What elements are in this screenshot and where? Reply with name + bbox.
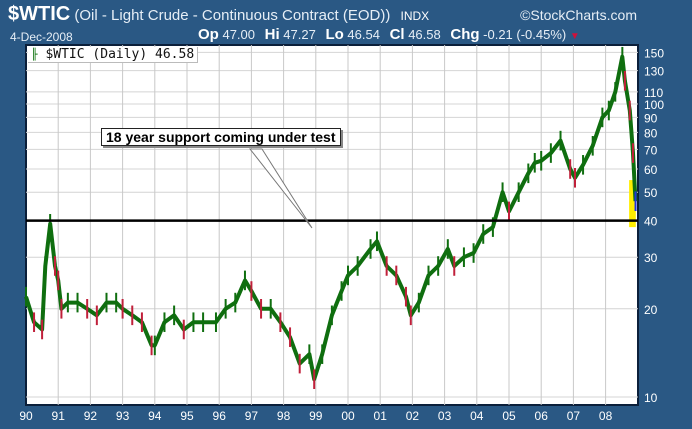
- open-value: 47.00: [222, 27, 256, 42]
- x-tick-label: 97: [245, 409, 259, 423]
- symbol: $WTIC: [8, 3, 71, 25]
- brand-link[interactable]: ©StockCharts.com: [520, 7, 637, 23]
- y-tick-label: 30: [644, 251, 658, 265]
- plot-area: [25, 44, 639, 406]
- x-tick-label: 04: [470, 409, 484, 423]
- x-tick-label: 95: [180, 409, 194, 423]
- quote-summary: Op 47.00 Hi 47.27 Lo 46.54 Cl 46.58 Chg …: [192, 26, 580, 43]
- open-label: Op: [198, 26, 219, 43]
- y-tick-label: 20: [644, 303, 658, 317]
- x-tick-label: 99: [309, 409, 323, 423]
- y-tick-label: 150: [644, 46, 664, 60]
- x-tick-label: 06: [535, 409, 549, 423]
- high-value: 47.27: [283, 27, 316, 42]
- y-tick-label: 10: [644, 391, 658, 405]
- chart-legend: ╟ $WTIC (Daily) 46.58: [28, 47, 199, 63]
- close-label: Cl: [389, 26, 405, 43]
- low-label: Lo: [325, 26, 344, 43]
- x-tick-label: 93: [116, 409, 130, 423]
- x-tick-label: 91: [52, 409, 66, 423]
- y-tick-label: 60: [644, 163, 658, 177]
- y-tick-label: 90: [644, 111, 658, 125]
- annotation-pointer: [248, 148, 313, 229]
- quote-date: 4-Dec-2008: [10, 30, 73, 44]
- price-line: [24, 54, 638, 382]
- y-tick-label: 80: [644, 126, 658, 140]
- x-tick-label: 94: [148, 409, 162, 423]
- x-tick-label: 96: [213, 409, 227, 423]
- x-tick-label: 07: [567, 409, 581, 423]
- y-tick-label: 100: [644, 98, 664, 112]
- ohlc-bar-icon: ╟: [31, 48, 38, 61]
- x-tick-label: 92: [84, 409, 98, 423]
- x-tick-label: 01: [374, 409, 388, 423]
- change-value: -0.21 (-0.45%): [483, 27, 567, 42]
- y-tick-label: 130: [644, 65, 664, 79]
- highlight-box: [629, 180, 636, 228]
- x-tick-label: 03: [438, 409, 452, 423]
- x-tick-label: 98: [277, 409, 291, 423]
- down-triangle-icon: ▼: [569, 31, 580, 42]
- x-tick-label: 05: [502, 409, 516, 423]
- high-label: Hi: [264, 26, 280, 43]
- x-tick-label: 00: [341, 409, 355, 423]
- chart-title: $WTIC (Oil - Light Crude - Continuous Co…: [8, 3, 429, 26]
- y-tick-label: 110: [644, 86, 663, 100]
- low-value: 46.54: [347, 27, 380, 42]
- instrument-name: (Oil - Light Crude - Continuous Contract…: [74, 7, 391, 24]
- change-label: Chg: [450, 26, 480, 43]
- legend-text: $WTIC (Daily) 46.58: [45, 47, 195, 62]
- x-tick-label: 90: [19, 409, 33, 423]
- y-tick-label: 40: [644, 215, 658, 229]
- close-value: 46.58: [408, 27, 441, 42]
- annotation-label: 18 year support coming under test: [101, 128, 341, 146]
- x-tick-label: 02: [406, 409, 420, 423]
- y-tick-label: 70: [644, 143, 658, 157]
- y-tick-label: 50: [644, 186, 658, 200]
- exchange: INDX: [400, 9, 430, 23]
- x-tick-label: 08: [599, 409, 613, 423]
